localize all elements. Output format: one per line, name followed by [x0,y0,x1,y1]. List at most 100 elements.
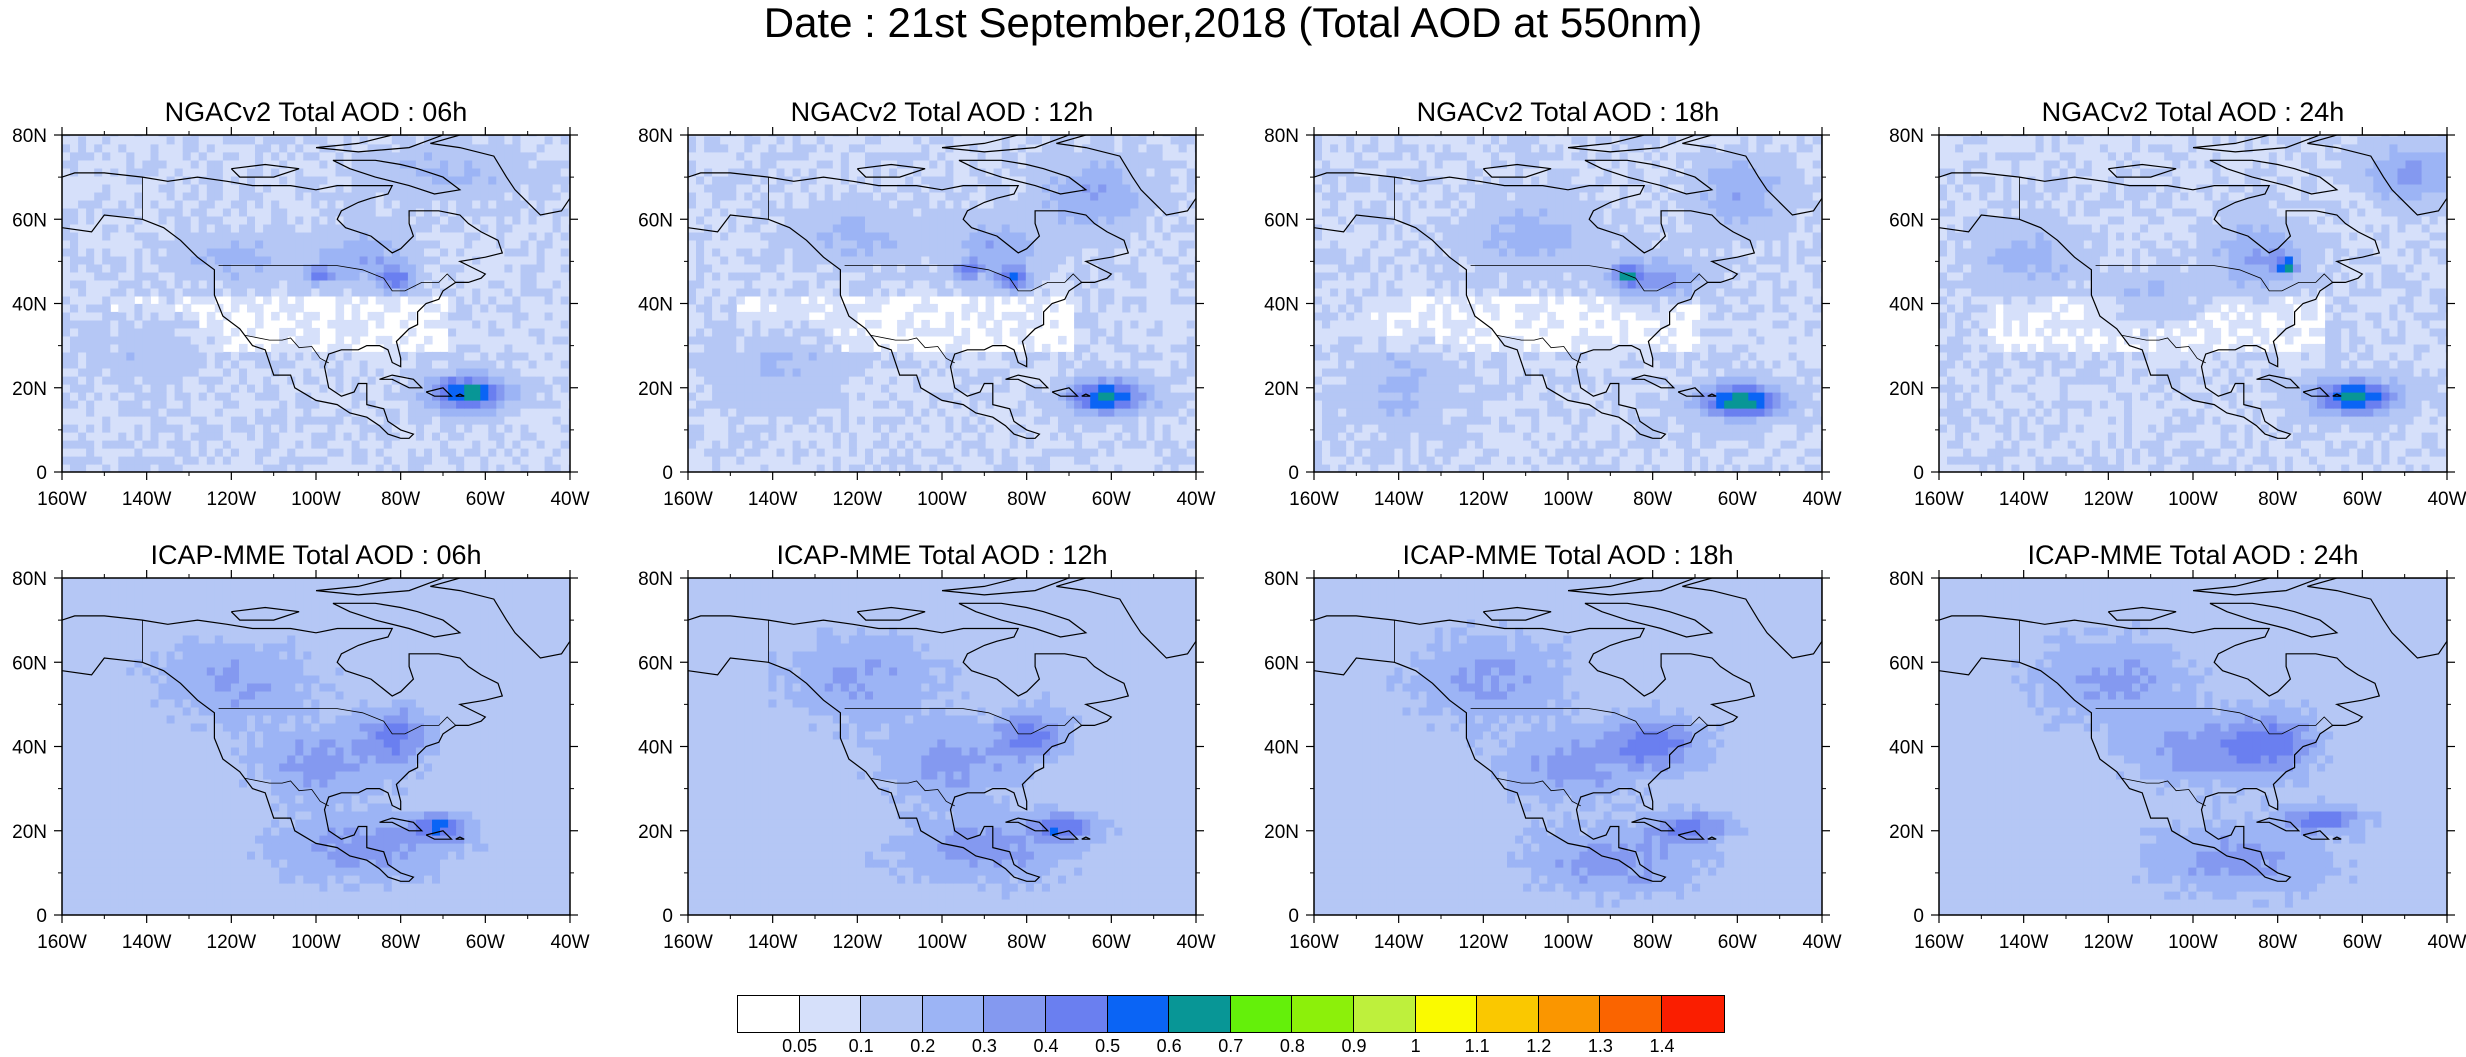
lon-tick-label: 100W [917,932,967,953]
colorbar-swatch [1169,996,1231,1032]
colorbar-swatch [1292,996,1354,1032]
aod-field [688,571,1203,916]
colorbar-label: 0.3 [972,1036,997,1057]
lon-tick-label: 160W [663,932,713,953]
colorbar-label: 0.4 [1033,1036,1058,1057]
lon-tick-label: 80W [1007,489,1046,510]
aod-field [1314,128,1829,473]
lat-tick-label: 60N [638,653,673,674]
colorbar-swatch [1354,996,1416,1032]
lat-tick-label: 20N [1264,379,1299,400]
lat-tick-label: 0 [1288,463,1299,484]
panel-title: NGACv2 Total AOD : 18h [1417,97,1720,127]
lon-tick-label: 160W [663,489,713,510]
lon-tick-label: 80W [381,932,420,953]
lon-tick-label: 160W [37,489,87,510]
lon-tick-label: 40W [550,489,589,510]
aod-field [62,571,577,916]
lat-tick-label: 0 [1913,906,1924,927]
lat-tick-label: 0 [1913,463,1924,484]
colorbar-swatch [984,996,1046,1032]
lat-tick-label: 40N [1889,295,1924,316]
lon-tick-label: 120W [2084,489,2134,510]
lat-tick-label: 0 [36,906,47,927]
lon-tick-label: 60W [2343,932,2382,953]
colorbar-swatch [1539,996,1601,1032]
lon-tick-label: 60W [466,932,505,953]
lon-tick-label: 60W [1718,932,1757,953]
lon-tick-label: 160W [1289,932,1339,953]
lon-tick-label: 80W [2258,489,2297,510]
lon-tick-label: 40W [550,932,589,953]
lat-tick-label: 40N [1889,738,1924,759]
lon-tick-label: 80W [1007,932,1046,953]
lat-tick-label: 60N [12,210,47,231]
lat-tick-label: 40N [1264,295,1299,316]
lon-tick-label: 80W [2258,932,2297,953]
colorbar-label: 0.2 [910,1036,935,1057]
lat-tick-label: 80N [1889,126,1924,147]
lat-tick-label: 20N [638,822,673,843]
colorbar-swatch [1600,996,1662,1032]
lat-tick-label: 80N [1889,569,1924,590]
lon-tick-label: 140W [1999,489,2049,510]
lat-tick-label: 20N [12,379,47,400]
colorbar-label: 1.3 [1588,1036,1613,1057]
lon-tick-label: 60W [466,489,505,510]
panel-title: ICAP-MME Total AOD : 06h [150,540,481,570]
aod-colorbar [737,995,1725,1033]
colorbar-swatch [1416,996,1478,1032]
lat-tick-label: 0 [1288,906,1299,927]
colorbar-label: 0.05 [782,1036,817,1057]
lon-tick-label: 140W [122,932,172,953]
lat-tick-label: 0 [662,463,673,484]
lat-tick-label: 80N [1264,569,1299,590]
lat-tick-label: 60N [1264,653,1299,674]
lon-tick-label: 140W [1374,932,1424,953]
lat-tick-label: 40N [12,738,47,759]
colorbar-label: 0.8 [1280,1036,1305,1057]
panel-title: ICAP-MME Total AOD : 24h [2027,540,2358,570]
lon-tick-label: 160W [1914,489,1964,510]
lat-tick-label: 80N [12,569,47,590]
lon-tick-label: 80W [1633,932,1672,953]
lat-tick-label: 60N [638,210,673,231]
lon-tick-label: 40W [1802,932,1841,953]
lon-tick-label: 40W [1802,489,1841,510]
lon-tick-label: 160W [1289,489,1339,510]
colorbar-label: 1.4 [1649,1036,1674,1057]
lon-tick-label: 140W [748,489,798,510]
lat-tick-label: 80N [638,569,673,590]
aod-field [62,128,577,473]
lon-tick-label: 60W [1092,489,1131,510]
panel-title: NGACv2 Total AOD : 24h [2042,97,2345,127]
colorbar-swatch [923,996,985,1032]
lat-tick-label: 40N [1264,738,1299,759]
lon-tick-label: 140W [1374,489,1424,510]
aod-field [688,128,1203,473]
colorbar-label: 1.2 [1526,1036,1551,1057]
aod-field [1939,128,2454,473]
lat-tick-label: 40N [638,738,673,759]
colorbar-label: 0.7 [1218,1036,1243,1057]
lon-tick-label: 120W [207,932,257,953]
panel-title: ICAP-MME Total AOD : 12h [776,540,1107,570]
colorbar-label: 0.5 [1095,1036,1120,1057]
colorbar-swatch [1477,996,1539,1032]
lat-tick-label: 80N [638,126,673,147]
lon-tick-label: 120W [1459,932,1509,953]
colorbar-label: 0.6 [1157,1036,1182,1057]
lon-tick-label: 100W [1543,489,1593,510]
colorbar-label: 0.1 [849,1036,874,1057]
panel-title: NGACv2 Total AOD : 06h [165,97,468,127]
colorbar-swatch [800,996,862,1032]
colorbar-swatch [1108,996,1170,1032]
lon-tick-label: 100W [2168,489,2218,510]
lon-tick-label: 160W [1914,932,1964,953]
lat-tick-label: 80N [12,126,47,147]
